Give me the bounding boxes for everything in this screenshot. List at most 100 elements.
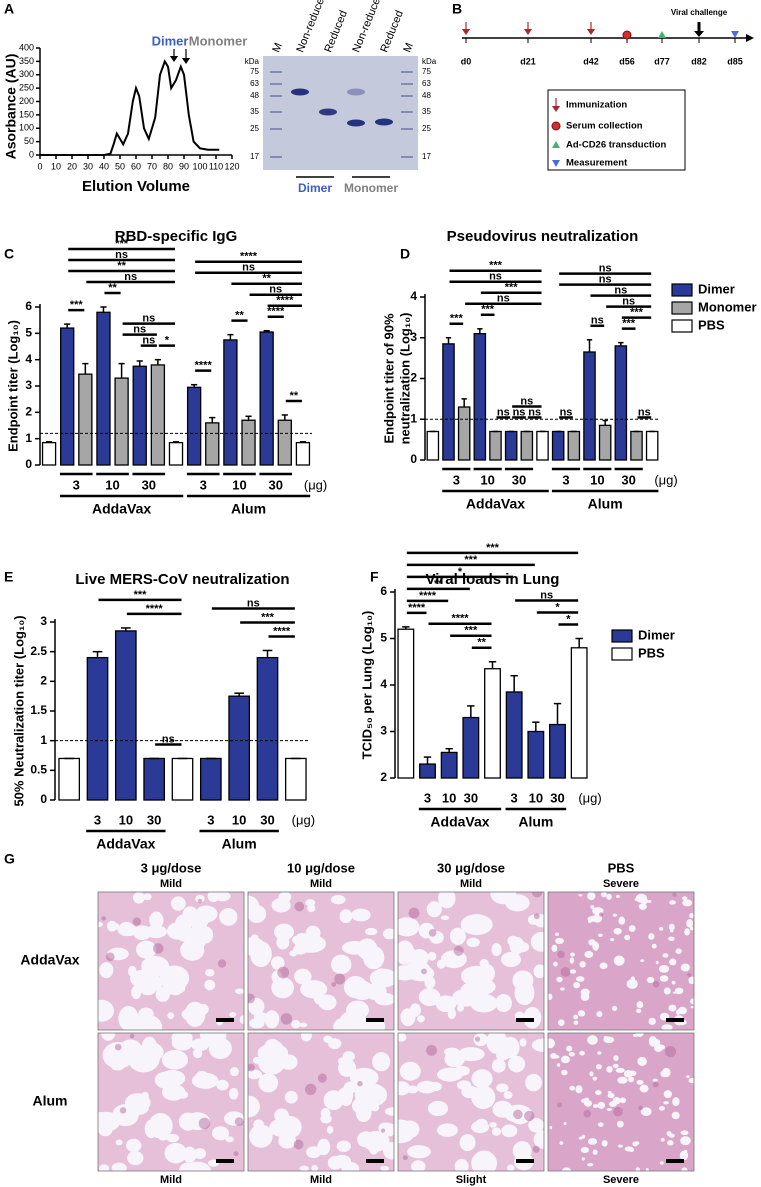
protein-band [347,88,365,96]
alveolus [195,894,205,903]
dose-label: 30 [512,472,526,487]
alveolus [461,997,475,1007]
ladder-label: 35 [250,107,259,116]
alveolus [560,1055,570,1064]
alveolus [351,908,371,922]
alveolus [317,1138,331,1156]
alveolus [271,977,295,999]
alveolus [251,934,259,940]
significance-label: *** [505,282,519,294]
alveolus [661,1024,673,1030]
arrow-head [523,29,533,35]
image-border [97,891,245,1031]
transduction-marker [658,31,666,38]
alveolus [617,1144,623,1148]
alveolus [300,980,328,999]
bar [256,656,279,801]
alveolus [616,894,620,898]
bar [473,333,487,461]
severity-label: Mild [160,1174,182,1186]
stain-spot [293,1139,304,1150]
stain-spot [652,980,660,988]
alveolus [519,1038,527,1047]
alveolus [267,1041,283,1054]
alveolus [686,1075,690,1079]
alveolus [205,968,215,977]
arrow-head [586,29,596,35]
alveolus [686,919,694,928]
significance-label: **** [273,625,291,637]
alveolus [332,1154,352,1168]
stain-spot [533,913,540,920]
alveolus [346,1063,356,1073]
stain-spot [197,898,203,904]
legend-label: Monomer [698,299,757,314]
alveolus [274,923,295,941]
alveolus [339,909,353,924]
alveolus [248,1069,263,1080]
alveolus [551,944,558,952]
y-tick-label: 4 [25,352,32,366]
alveolus [180,939,205,961]
panel-letter: C [4,246,14,262]
alveolus [154,1071,175,1089]
alveolus [523,1006,542,1029]
stain-spot [583,1109,592,1118]
severity-label: Severe [603,878,639,890]
significance-label: ns [599,274,612,286]
bar [295,441,311,466]
image-border [547,1032,695,1172]
alveolus [624,1146,634,1152]
bar [96,311,111,466]
alveolus [607,1090,612,1094]
significance-label: ** [117,260,126,272]
alveolus [684,928,690,936]
dose-label: 10 [119,812,133,827]
x-tick-label: 20 [67,161,77,171]
significance-label: ns [133,324,146,336]
alveolus [689,998,694,1005]
alveolus [580,992,590,1001]
stain-spot [357,1081,363,1087]
histology-image [548,892,694,1030]
alveolus [258,1073,279,1093]
alveolus [457,1047,485,1062]
panel-letter: A [4,1,14,17]
alveolus [561,1167,572,1171]
alveolus [675,948,682,955]
alveolus [384,1107,394,1116]
bar [259,331,274,466]
alveolus [211,1126,230,1141]
alveolus [369,968,394,988]
alveolus [382,1142,394,1160]
image-border [397,1032,545,1172]
adjuvant-label: AddaVax [466,496,525,512]
stain-spot [421,968,427,975]
alveolus [630,976,636,983]
alveolus [566,1045,573,1052]
alveolus [560,987,565,991]
stain-spot [217,959,227,968]
stain-spot [380,1128,386,1133]
y-tick-label: 5 [380,631,387,645]
alveolus [612,1063,619,1068]
legend-label: Dimer [638,627,675,642]
alveolus [580,1146,590,1153]
chart-title: Live MERS-CoV neutralization [75,571,289,588]
lane-label: M [270,41,285,54]
ladder-band [401,71,413,73]
alveolus [250,941,272,968]
significance-label: **** [451,613,469,625]
alveolus [507,1055,526,1073]
stain-spot [152,943,164,954]
dose-label: 10 [480,472,494,487]
alveolus [199,926,214,944]
alveolus [239,1015,244,1024]
alveolus [660,1137,665,1142]
alveolus [628,1076,635,1083]
alveolus [491,1058,506,1073]
bar [504,430,518,461]
histology-image [398,1033,544,1171]
image-border [547,891,695,1031]
alveolus [663,1090,672,1099]
